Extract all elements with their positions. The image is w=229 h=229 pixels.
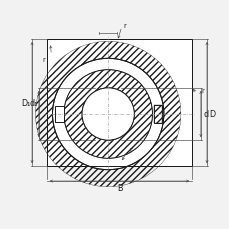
Text: r: r — [129, 147, 132, 153]
Text: r: r — [42, 57, 45, 63]
Text: D: D — [209, 110, 215, 119]
Bar — [47, 40, 191, 166]
Text: d: d — [202, 110, 207, 119]
Text: r: r — [200, 88, 203, 94]
Bar — [47, 40, 191, 166]
Text: B: B — [116, 184, 122, 193]
Text: r: r — [123, 23, 126, 29]
Bar — [55, 107, 64, 122]
Circle shape — [82, 88, 134, 141]
Bar — [153, 105, 161, 124]
Text: D₁: D₁ — [22, 99, 31, 108]
Bar — [153, 105, 161, 124]
Circle shape — [52, 59, 163, 170]
Circle shape — [82, 88, 134, 141]
Text: d₁: d₁ — [29, 99, 37, 108]
